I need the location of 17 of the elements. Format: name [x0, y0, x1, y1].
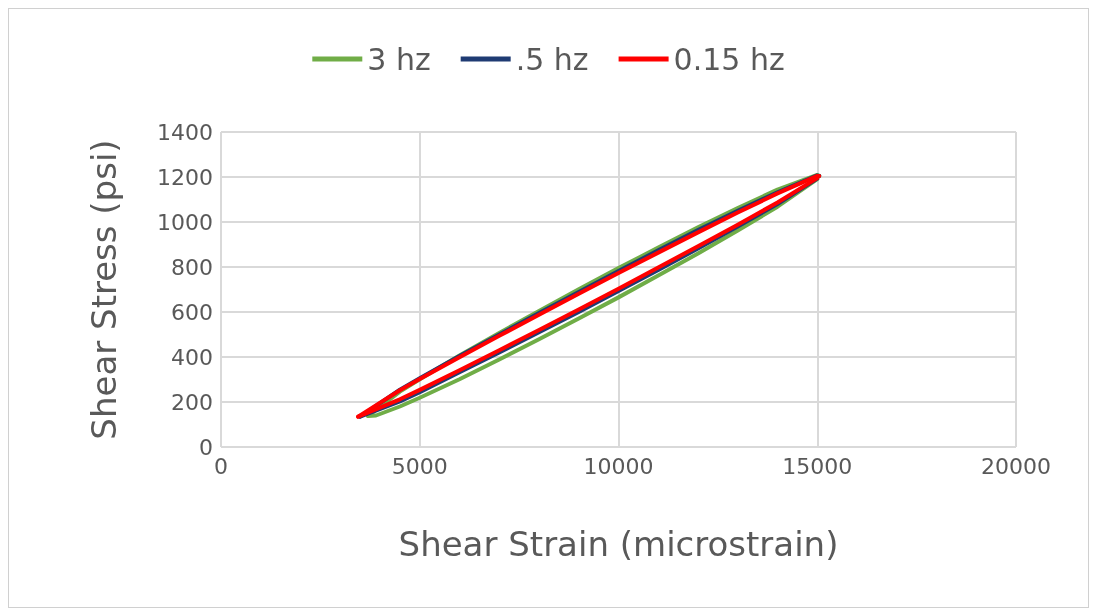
x-tick-label: 5000 — [391, 453, 448, 479]
legend-label: .5 hz — [515, 41, 589, 77]
x-tick-label: 15000 — [782, 453, 853, 479]
y-tick-label: 800 — [171, 254, 213, 280]
x-tick-label: 20000 — [981, 453, 1051, 479]
x-tick-label: 10000 — [583, 453, 654, 479]
y-tick-label: 1200 — [157, 164, 213, 190]
y-tick-label: 1000 — [157, 209, 213, 235]
y-tick-label: 0 — [199, 434, 213, 460]
y-tick-label: 1400 — [157, 119, 213, 145]
y-tick-label: 200 — [171, 389, 213, 415]
x-axis-title: Shear Strain (microstrain) — [398, 524, 839, 564]
y-tick-label: 400 — [171, 344, 213, 370]
legend-label: 0.15 hz — [673, 41, 785, 77]
y-tick-label: 600 — [171, 299, 213, 325]
legend-label: 3 hz — [367, 41, 431, 77]
y-axis-title: Shear Stress (psi) — [84, 139, 124, 440]
